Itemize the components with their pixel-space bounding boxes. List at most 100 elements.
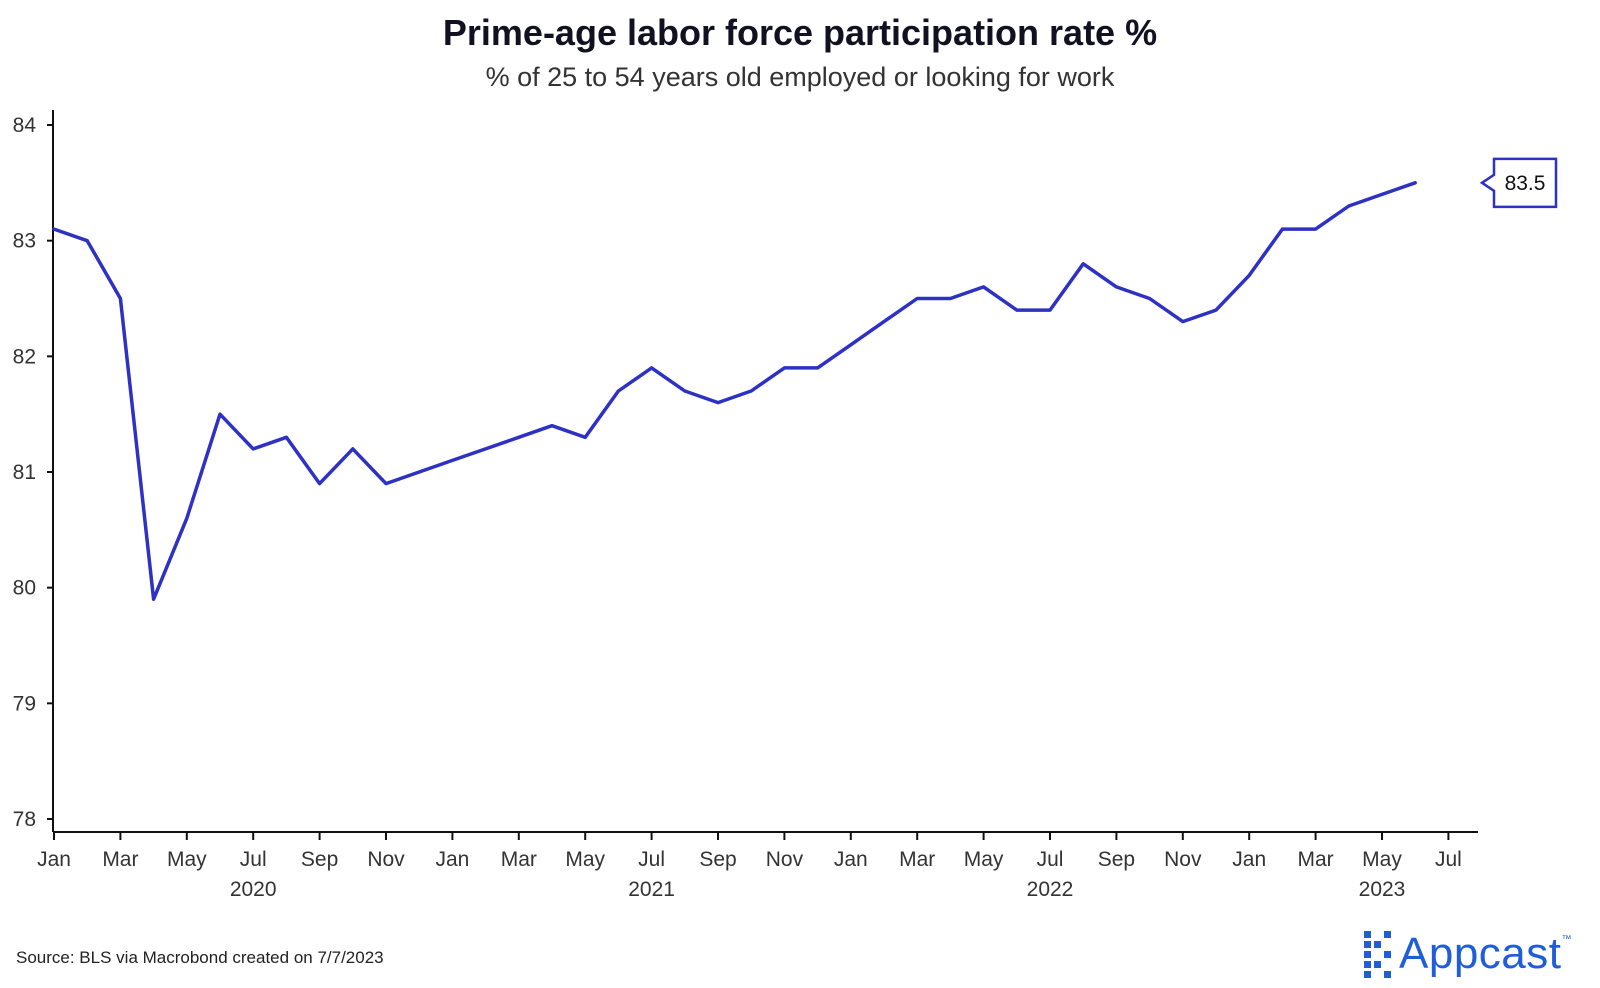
data-point [1281, 227, 1284, 231]
logo-mark-cell [1374, 940, 1381, 948]
data-point [550, 424, 554, 427]
data-point [119, 297, 122, 300]
y-tick-label: 81 [13, 461, 36, 484]
logo-mark-cell [1384, 941, 1391, 948]
data-point [1347, 204, 1351, 208]
x-tick-label: Mar [1298, 848, 1334, 871]
data-point [418, 470, 421, 474]
x-tick-label: Sep [1098, 848, 1135, 871]
logo-mark-cell [1384, 950, 1391, 958]
x-tick-label: May [167, 848, 207, 871]
x-year-label: 2022 [1027, 878, 1074, 901]
data-point [683, 389, 686, 393]
x-tick-label: Mar [102, 848, 138, 871]
x-tick-label: May [1362, 848, 1402, 871]
logo-trademark: ™ [1561, 934, 1572, 945]
x-tick-label: Jan [834, 848, 868, 871]
x-tick-label: Sep [301, 848, 338, 871]
x-tick-label: Jul [1037, 848, 1064, 871]
series-line [52, 181, 1417, 601]
last-value-callout [1479, 157, 1558, 209]
data-point [882, 320, 886, 323]
y-tick-label: 84 [13, 114, 37, 137]
x-year-label: 2020 [230, 878, 277, 901]
data-point [849, 343, 852, 346]
logo-mark-cell [1374, 971, 1381, 978]
data-point [1248, 274, 1251, 277]
x-tick-label: Mar [899, 848, 935, 871]
chart-subtitle: % of 25 to 54 years old employed or look… [485, 62, 1115, 92]
data-point [384, 482, 388, 485]
logo-mark-cell [1364, 940, 1371, 948]
data-point [185, 517, 188, 520]
x-year-label: 2023 [1359, 878, 1406, 901]
data-point [152, 598, 155, 601]
y-tick-label: 82 [13, 345, 36, 368]
logo-mark-cell [1364, 930, 1371, 938]
data-point [750, 389, 753, 393]
logo-mark-cell [1364, 950, 1371, 958]
x-tick-label: Sep [699, 848, 736, 871]
data-point [318, 482, 321, 485]
x-tick-label: Jul [638, 848, 665, 871]
data-point [252, 447, 255, 451]
data-point [86, 239, 89, 242]
logo-mark-cell [1364, 960, 1371, 968]
x-tick-label: Nov [1164, 848, 1202, 871]
logo-mark-cell [1374, 951, 1381, 958]
x-tick-label: May [964, 848, 1004, 871]
data-point [517, 436, 520, 439]
y-tick-label: 79 [13, 692, 36, 715]
data-point [1214, 308, 1218, 312]
last-value-label: 83.5 [1505, 172, 1546, 195]
data-point [1082, 262, 1085, 265]
logo-mark-cell [1384, 930, 1391, 938]
data-point [52, 227, 56, 231]
x-tick-label: May [565, 848, 605, 871]
data-point [982, 285, 985, 289]
data-point [783, 366, 786, 370]
logo-text: Appcast [1399, 929, 1562, 978]
y-tick-label: 78 [13, 808, 36, 831]
data-point [1115, 285, 1118, 289]
data-point [916, 297, 919, 300]
source-note: Source: BLS via Macrobond created on 7/7… [16, 948, 384, 967]
data-point [351, 447, 354, 451]
logo-mark-cell [1364, 970, 1371, 978]
x-year-label: 2021 [628, 878, 675, 901]
x-tick-label: Mar [501, 848, 537, 871]
data-point [1148, 297, 1151, 300]
x-tick-label: Jul [240, 848, 267, 871]
data-point [1048, 308, 1052, 312]
logo-mark-cell [1374, 960, 1381, 968]
y-tick-label: 83 [13, 230, 36, 253]
chart-title: Prime-age labor force participation rate… [442, 12, 1158, 53]
data-point [1314, 227, 1317, 231]
x-tick-label: Jan [37, 848, 71, 871]
x-tick-label: Jan [1232, 848, 1266, 871]
data-point [1181, 320, 1185, 323]
data-point [650, 366, 653, 370]
data-point [218, 412, 222, 416]
data-point [285, 436, 288, 439]
x-tick-label: Jul [1435, 848, 1462, 871]
appcast-logo-mark-icon [1364, 930, 1391, 978]
data-point [451, 459, 454, 462]
x-tick-label: Nov [367, 848, 405, 871]
data-point [816, 366, 819, 370]
data-point [484, 447, 487, 451]
data-point [617, 389, 620, 393]
data-point [1380, 193, 1384, 196]
appcast-logo: Appcast ™ [1364, 928, 1571, 980]
x-tick-label: Nov [766, 848, 804, 871]
data-point [1414, 181, 1417, 185]
data-point [584, 436, 587, 439]
logo-mark-cell [1374, 931, 1381, 938]
logo-mark-cell [1384, 970, 1391, 978]
x-tick-label: Jan [435, 848, 469, 871]
y-tick-label: 80 [13, 577, 36, 600]
logo-mark-cell [1384, 961, 1391, 968]
data-point [716, 401, 720, 404]
data-point [949, 297, 952, 300]
